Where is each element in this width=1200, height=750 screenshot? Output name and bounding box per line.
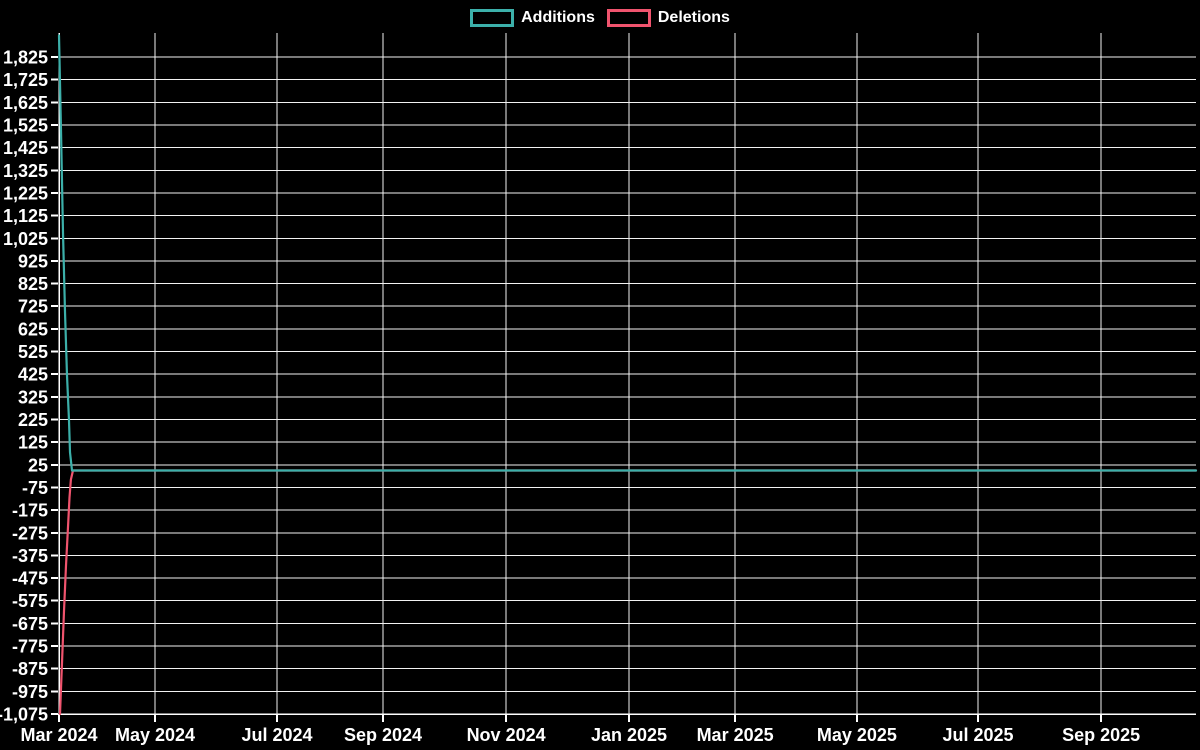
svg-text:Jul 2025: Jul 2025 bbox=[942, 725, 1013, 745]
svg-text:1,325: 1,325 bbox=[3, 161, 48, 181]
deletions-swatch-icon bbox=[606, 9, 651, 27]
svg-text:-475: -475 bbox=[12, 569, 48, 589]
svg-text:125: 125 bbox=[18, 433, 48, 453]
legend-item-deletions[interactable]: Deletions bbox=[606, 9, 730, 27]
svg-text:425: 425 bbox=[18, 365, 48, 385]
svg-text:1,425: 1,425 bbox=[3, 138, 48, 158]
svg-text:Sep 2025: Sep 2025 bbox=[1062, 725, 1140, 745]
svg-text:-975: -975 bbox=[12, 682, 48, 702]
svg-text:-775: -775 bbox=[12, 637, 48, 657]
legend-label-additions: Additions bbox=[521, 9, 595, 26]
svg-text:Mar 2024: Mar 2024 bbox=[20, 725, 97, 745]
svg-text:525: 525 bbox=[18, 342, 48, 362]
svg-text:-75: -75 bbox=[22, 478, 48, 498]
svg-text:Jan 2025: Jan 2025 bbox=[591, 725, 667, 745]
svg-text:1,025: 1,025 bbox=[3, 229, 48, 249]
svg-text:May 2024: May 2024 bbox=[115, 725, 195, 745]
chart-legend: Additions Deletions bbox=[0, 9, 1200, 27]
svg-text:-1,075: -1,075 bbox=[0, 705, 48, 725]
svg-text:Nov 2024: Nov 2024 bbox=[467, 725, 546, 745]
svg-text:-575: -575 bbox=[12, 591, 48, 611]
svg-text:-275: -275 bbox=[12, 523, 48, 543]
svg-text:1,225: 1,225 bbox=[3, 183, 48, 203]
svg-text:1,625: 1,625 bbox=[3, 93, 48, 113]
legend-item-additions[interactable]: Additions bbox=[470, 9, 595, 27]
svg-text:325: 325 bbox=[18, 387, 48, 407]
svg-text:Mar 2025: Mar 2025 bbox=[697, 725, 774, 745]
svg-text:1,725: 1,725 bbox=[3, 70, 48, 90]
svg-text:-375: -375 bbox=[12, 546, 48, 566]
svg-text:225: 225 bbox=[18, 410, 48, 430]
svg-text:925: 925 bbox=[18, 251, 48, 271]
legend-label-deletions: Deletions bbox=[657, 9, 730, 26]
svg-text:1,125: 1,125 bbox=[3, 206, 48, 226]
svg-text:825: 825 bbox=[18, 274, 48, 294]
additions-swatch-icon bbox=[470, 9, 515, 27]
svg-text:-175: -175 bbox=[12, 501, 48, 521]
svg-text:625: 625 bbox=[18, 319, 48, 339]
svg-text:Jul 2024: Jul 2024 bbox=[241, 725, 312, 745]
svg-text:Sep 2024: Sep 2024 bbox=[344, 725, 422, 745]
svg-text:25: 25 bbox=[28, 455, 48, 475]
svg-text:May 2025: May 2025 bbox=[817, 725, 897, 745]
svg-text:725: 725 bbox=[18, 297, 48, 317]
svg-text:1,825: 1,825 bbox=[3, 48, 48, 68]
svg-text:-875: -875 bbox=[12, 659, 48, 679]
svg-text:1,525: 1,525 bbox=[3, 116, 48, 136]
svg-text:-675: -675 bbox=[12, 614, 48, 634]
